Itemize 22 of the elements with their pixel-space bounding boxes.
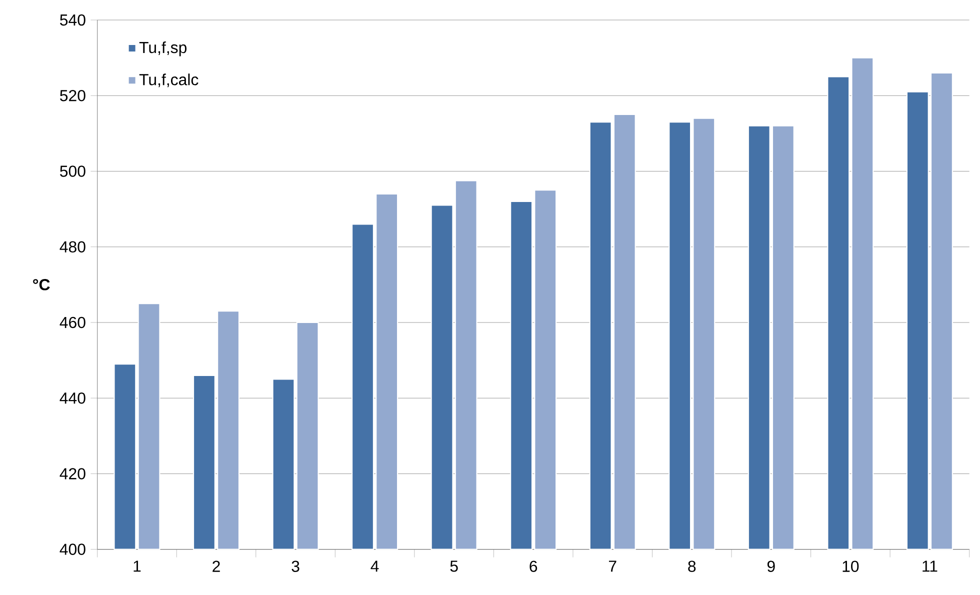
y-tick-label: 520 bbox=[60, 90, 86, 102]
legend-label: Tu,f,sp bbox=[139, 42, 186, 56]
y-tick-label: 440 bbox=[60, 392, 86, 404]
y-tick-label: 460 bbox=[60, 317, 86, 328]
x-tick-label: 2 bbox=[212, 560, 220, 572]
x-tick-label: 9 bbox=[767, 560, 775, 572]
x-tick-label: 7 bbox=[608, 560, 616, 572]
y-tick-label: 500 bbox=[60, 166, 86, 178]
x-tick-label: 3 bbox=[292, 560, 300, 572]
y-tick-label: 540 bbox=[60, 14, 86, 26]
x-tick-label: 4 bbox=[370, 560, 379, 572]
y-tick-label: 480 bbox=[60, 241, 86, 253]
x-tick-label: 5 bbox=[450, 560, 458, 572]
x-tick-label: 8 bbox=[688, 560, 696, 572]
x-tick-label: 10 bbox=[842, 560, 859, 572]
y-tick-label: 400 bbox=[60, 544, 86, 556]
x-tick-label: 11 bbox=[922, 560, 938, 572]
x-tick-label: 1 bbox=[134, 560, 141, 572]
y-axis-title: °C bbox=[33, 279, 50, 290]
x-tick-label: 6 bbox=[530, 560, 538, 572]
legend-label: Tu,f,calc bbox=[139, 74, 198, 88]
y-tick-label: 420 bbox=[60, 468, 86, 480]
